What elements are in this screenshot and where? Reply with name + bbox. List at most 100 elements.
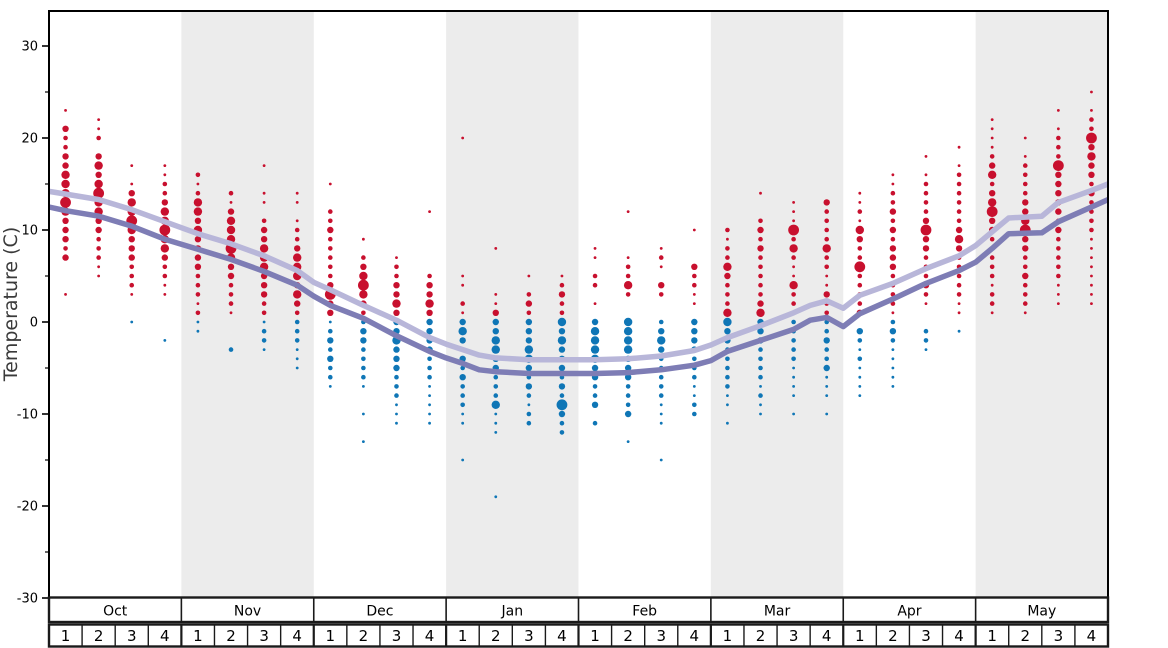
- below-freezing-dot: [527, 403, 531, 407]
- week-label: 1: [723, 627, 733, 645]
- month-band: [975, 11, 1108, 598]
- below-freezing-dot: [891, 348, 895, 351]
- above-freezing-dot: [924, 155, 928, 158]
- month-label: Oct: [103, 604, 128, 620]
- week-label: 4: [690, 627, 700, 645]
- above-freezing-dot: [1055, 208, 1062, 215]
- below-freezing-dot: [625, 402, 631, 408]
- below-freezing-dot: [492, 318, 499, 326]
- above-freezing-dot: [626, 210, 630, 214]
- above-freezing-dot: [194, 263, 202, 270]
- below-freezing-dot: [491, 400, 500, 409]
- above-freezing-dot: [1022, 172, 1028, 178]
- above-freezing-dot: [987, 170, 997, 179]
- above-freezing-dot: [723, 262, 732, 271]
- below-freezing-dot: [428, 421, 431, 425]
- below-freezing-dot: [262, 348, 266, 351]
- above-freezing-dot: [924, 173, 928, 177]
- month-label: May: [1027, 604, 1056, 620]
- below-freezing-dot: [692, 411, 697, 417]
- month-label: Nov: [234, 604, 261, 620]
- below-freezing-dot: [327, 337, 334, 344]
- above-freezing-dot: [494, 247, 498, 250]
- above-freezing-dot: [858, 191, 862, 195]
- above-freezing-dot: [1090, 265, 1093, 269]
- below-freezing-dot: [294, 328, 300, 334]
- above-freezing-dot: [62, 217, 69, 224]
- above-freezing-dot: [1086, 132, 1097, 144]
- above-freezing-dot: [1022, 236, 1029, 243]
- below-freezing-dot: [858, 366, 862, 370]
- above-freezing-dot: [262, 164, 266, 168]
- below-freezing-dot: [891, 375, 895, 379]
- above-freezing-dot: [922, 245, 930, 252]
- week-label: 2: [888, 627, 898, 645]
- above-freezing-dot: [461, 136, 465, 140]
- above-freezing-dot: [1056, 302, 1060, 305]
- week-label: 3: [921, 627, 931, 645]
- above-freezing-dot: [195, 310, 201, 316]
- below-freezing-dot: [625, 384, 631, 389]
- above-freezing-dot: [162, 190, 168, 196]
- above-freezing-dot: [328, 182, 332, 186]
- above-freezing-dot: [260, 236, 268, 243]
- above-freezing-dot: [295, 191, 299, 195]
- week-label: 1: [590, 627, 600, 645]
- above-freezing-dot: [758, 218, 763, 224]
- below-freezing-dot: [825, 375, 829, 379]
- below-freezing-dot: [658, 328, 665, 335]
- above-freezing-dot: [163, 164, 167, 168]
- below-freezing-dot: [792, 375, 796, 379]
- below-freezing-dot: [361, 412, 365, 416]
- below-freezing-dot: [759, 412, 762, 416]
- below-freezing-dot: [559, 420, 565, 426]
- month-label: Feb: [632, 604, 657, 620]
- above-freezing-dot: [626, 256, 630, 259]
- above-freezing-dot: [889, 263, 897, 270]
- below-freezing-dot: [525, 364, 533, 372]
- below-freezing-dot: [294, 319, 300, 325]
- above-freezing-dot: [1056, 144, 1061, 150]
- below-freezing-dot: [726, 403, 729, 407]
- above-freezing-dot: [758, 282, 763, 288]
- above-freezing-dot: [293, 290, 302, 299]
- above-freezing-dot: [1056, 273, 1061, 279]
- above-freezing-dot: [990, 311, 994, 315]
- below-freezing-dot: [590, 327, 600, 336]
- above-freezing-dot: [259, 244, 269, 253]
- below-freezing-dot: [856, 328, 863, 335]
- below-freezing-dot: [261, 338, 267, 343]
- above-freezing-dot: [1088, 162, 1095, 169]
- below-freezing-dot: [692, 394, 696, 397]
- y-tick-label: 0: [30, 316, 38, 331]
- above-freezing-dot: [96, 236, 101, 242]
- above-freezing-dot: [824, 218, 830, 224]
- above-freezing-dot: [128, 236, 135, 243]
- below-freezing-dot: [890, 338, 896, 343]
- below-freezing-dot: [494, 431, 498, 434]
- week-label: 4: [557, 627, 567, 645]
- above-freezing-dot: [361, 310, 366, 316]
- above-freezing-dot: [658, 292, 664, 297]
- above-freezing-dot: [127, 198, 136, 207]
- above-freezing-dot: [923, 209, 929, 214]
- above-freezing-dot: [988, 217, 996, 224]
- below-freezing-dot: [461, 458, 465, 462]
- below-freezing-dot: [393, 364, 400, 372]
- above-freezing-dot: [194, 236, 202, 243]
- above-freezing-dot: [62, 162, 69, 169]
- above-freezing-dot: [260, 291, 268, 298]
- above-freezing-dot: [63, 246, 68, 251]
- above-freezing-dot: [759, 191, 762, 195]
- below-freezing-dot: [623, 317, 633, 327]
- above-freezing-dot: [1056, 135, 1061, 141]
- above-freezing-dot: [857, 246, 863, 251]
- month-band: [446, 11, 579, 598]
- below-freezing-dot: [791, 319, 796, 325]
- below-freezing-dot: [792, 366, 796, 370]
- below-freezing-dot: [262, 320, 266, 324]
- below-freezing-dot: [858, 348, 862, 351]
- below-freezing-dot: [692, 385, 696, 388]
- y-tick-label: 20: [21, 132, 38, 147]
